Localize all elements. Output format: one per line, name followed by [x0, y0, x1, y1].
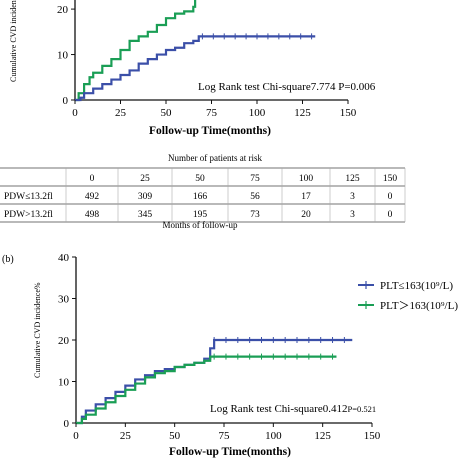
x-tick-label: 50	[161, 107, 173, 119]
x-tick-label: 100	[265, 430, 282, 442]
legend-label-2: PLT＞163(10⁹/L)	[380, 300, 458, 312]
y-tick-label: 20	[57, 4, 69, 16]
y-tick-label: 0	[63, 95, 69, 107]
chart-b-logrank-stat: Log Rank test Chi-square0.412	[210, 403, 347, 415]
chart-b: 0 25 50 75 100 125 150 0 10 20 30 40 Cumulative CVD…	[33, 252, 458, 458]
risk-table-cell: 3	[350, 210, 355, 220]
series-line-1	[75, 0, 197, 102]
risk-table-cell: 309	[138, 192, 153, 202]
risk-table-header-cell: 50	[195, 174, 205, 184]
risk-table-cell: 73	[250, 210, 260, 220]
y-tick-label: 30	[58, 294, 70, 306]
risk-table-row-label: PDW≤13.2fl	[4, 191, 53, 202]
risk-table-cells: 0 25 50 75 100 125 150 PDW≤13.2fl 492 309 166 56 17 3…	[4, 174, 397, 220]
risk-table-cell: 20	[301, 210, 311, 220]
x-tick-label: 150	[364, 430, 381, 442]
chart-a: 0 25 50 75 100 125 150 0 10 20 Cumulative CVD inc…	[9, 0, 376, 137]
x-tick-label: 150	[340, 107, 357, 119]
risk-table-header-cell: 125	[345, 174, 360, 184]
chart-a-y-axis-label: Cumulative CVD incidence	[9, 0, 18, 82]
risk-table-header-cell: 150	[383, 174, 398, 184]
risk-table-row-label: PDW>13.2fl	[4, 209, 53, 220]
risk-table-cell: 0	[388, 210, 393, 220]
risk-table-header-cell: 25	[140, 174, 150, 184]
x-tick-label: 100	[249, 107, 266, 119]
risk-table-cell: 166	[193, 192, 208, 202]
chart-b-x-axis-label: Follow-up Time(months)	[169, 446, 291, 458]
x-tick-label: 125	[294, 107, 311, 119]
chart-a-ticks: 0 25 50 75 100 125 150 0 10 20	[57, 4, 357, 119]
risk-table-cell: 3	[350, 192, 355, 202]
chart-b-logrank-p: P=0.521	[347, 404, 376, 414]
x-tick-label: 25	[115, 107, 127, 119]
legend-label-1: PLT≤163(10⁹/L)	[380, 280, 453, 292]
x-tick-label: 125	[314, 430, 331, 442]
risk-table-grid	[0, 167, 406, 223]
risk-table-cell: 17	[301, 192, 311, 202]
risk-table-cell: 498	[85, 210, 100, 220]
risk-table-title: Number of patients at risk	[168, 153, 262, 163]
chart-b-ticks: 0 25 50 75 100 125 150 0 10 20 30 40	[58, 252, 381, 442]
x-tick-label: 0	[72, 107, 78, 119]
chart-b-logrank-annotation: Log Rank test Chi-square0.412P=0.521	[210, 403, 376, 415]
chart-b-legend: PLT≤163(10⁹/L) PLT＞163(10⁹/L)	[358, 280, 458, 312]
risk-table-footer: Months of follow-up	[163, 220, 238, 230]
y-tick-label: 10	[58, 377, 70, 389]
y-tick-label: 20	[58, 335, 70, 347]
x-tick-label: 75	[206, 107, 218, 119]
chart-b-series-group	[76, 337, 353, 425]
risk-table-cell: 345	[138, 210, 153, 220]
chart-a-series-group	[75, 0, 316, 102]
x-tick-label: 75	[219, 430, 231, 442]
y-tick-label: 40	[58, 252, 70, 264]
x-tick-label: 0	[73, 430, 79, 442]
y-tick-label: 10	[57, 50, 69, 62]
series-line-1	[76, 338, 353, 425]
risk-table-cell: 0	[388, 192, 393, 202]
y-tick-label: 0	[64, 418, 70, 430]
risk-table-cell: 195	[193, 210, 208, 220]
risk-table-header-cell: 100	[299, 174, 314, 184]
risk-table-cell: 56	[250, 192, 260, 202]
chart-b-y-axis-label: Cumulative CVD incidence%	[33, 282, 42, 378]
series-line-2	[76, 355, 337, 425]
chart-a-logrank-annotation: Log Rank test Chi-square7.774 P=0.006	[198, 81, 376, 93]
risk-table-cell: 492	[85, 192, 100, 202]
panel-b-label: (b)	[2, 254, 14, 265]
risk-table-header-cell: 0	[90, 174, 95, 184]
x-tick-label: 50	[169, 430, 181, 442]
series-line-2	[75, 35, 316, 102]
chart-a-x-axis-label: Follow-up Time(months)	[149, 125, 271, 137]
x-tick-label: 25	[120, 430, 132, 442]
risk-table-header-cell: 75	[250, 174, 260, 184]
risk-table: Number of patients at risk 0 25 50 75 100 125…	[0, 153, 406, 230]
